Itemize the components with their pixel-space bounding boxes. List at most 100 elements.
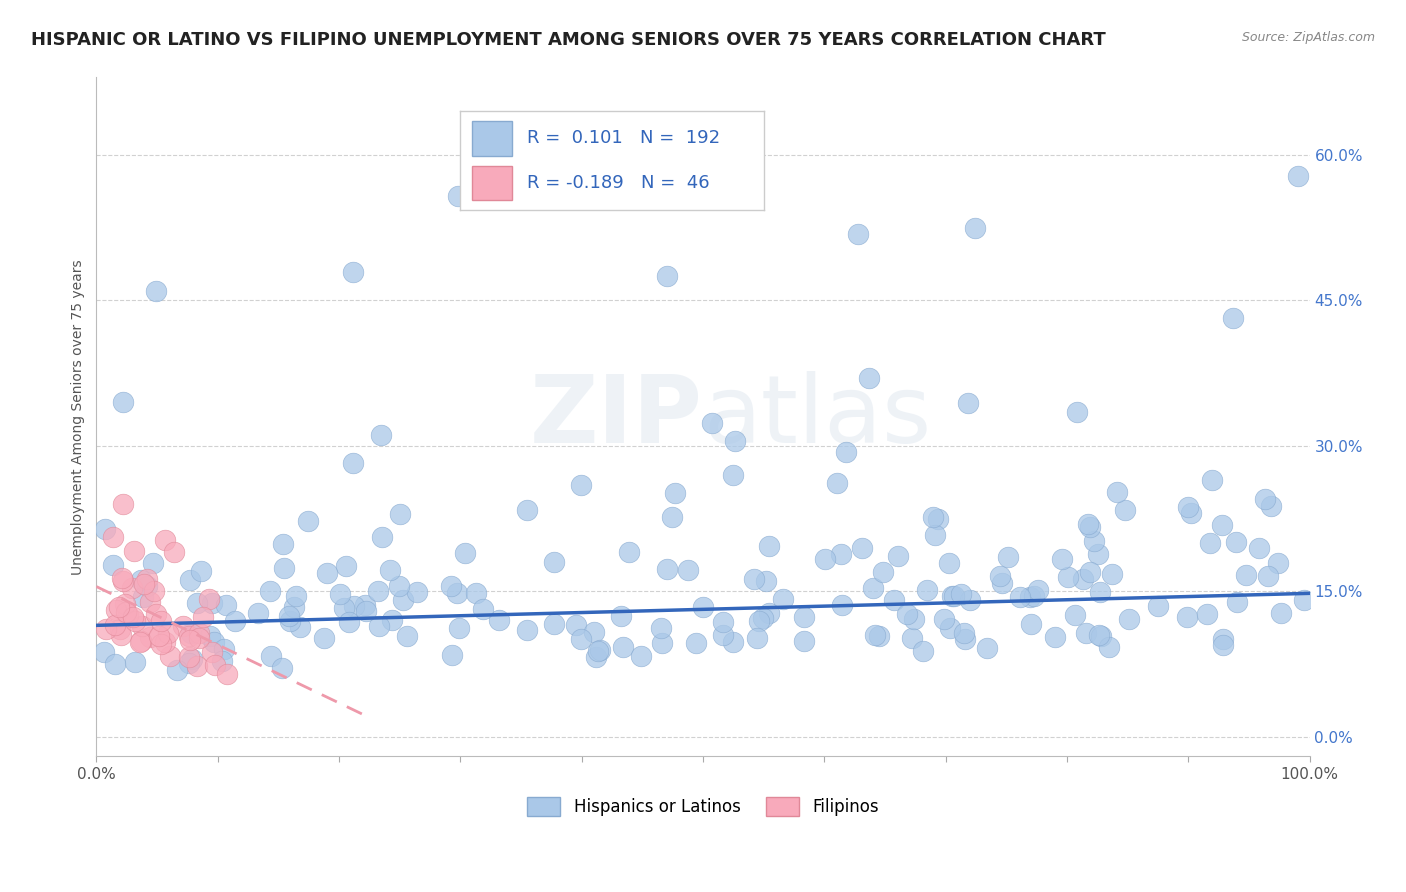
Point (198, 591, 221, 606)
Point (724, 434, 747, 448)
Point (111, 571, 134, 585)
Point (742, 572, 765, 586)
Point (136, 579, 159, 593)
Point (201, 645, 224, 659)
Point (1180, 506, 1202, 520)
Point (887, 549, 910, 563)
Point (335, 558, 357, 573)
Point (297, 514, 319, 528)
Point (129, 633, 152, 648)
Point (187, 632, 209, 646)
Point (664, 485, 686, 500)
Point (217, 667, 239, 681)
Point (148, 629, 170, 643)
Text: ZIP: ZIP (530, 371, 703, 463)
Point (612, 640, 634, 654)
Point (1105, 485, 1128, 500)
Point (752, 611, 775, 625)
Point (883, 592, 905, 607)
Point (179, 650, 201, 665)
Point (950, 586, 973, 600)
Point (1270, 607, 1292, 621)
Point (104, 603, 127, 617)
Point (650, 621, 672, 635)
Point (143, 583, 166, 598)
Point (139, 630, 162, 644)
Point (155, 635, 177, 649)
Point (927, 512, 949, 526)
Point (758, 540, 780, 554)
Point (921, 509, 943, 524)
Point (851, 541, 873, 556)
Point (755, 574, 778, 589)
Point (565, 617, 588, 632)
Point (543, 616, 565, 631)
Point (121, 610, 143, 624)
Point (938, 557, 960, 571)
Point (93, 645, 115, 659)
Point (186, 658, 208, 673)
Point (1199, 535, 1222, 549)
Point (1292, 593, 1315, 607)
Point (569, 632, 592, 646)
Point (516, 502, 538, 516)
Point (440, 579, 463, 593)
Point (198, 629, 221, 643)
Point (389, 507, 412, 521)
Point (129, 573, 152, 587)
Point (136, 572, 159, 586)
Point (131, 618, 153, 632)
Point (585, 649, 607, 664)
Point (145, 284, 167, 298)
Point (446, 586, 468, 600)
Point (1222, 311, 1244, 326)
Point (903, 612, 925, 626)
Point (1225, 534, 1247, 549)
Point (259, 583, 281, 598)
Point (1078, 565, 1101, 579)
Point (1267, 556, 1289, 570)
Point (661, 509, 683, 524)
Point (901, 632, 924, 646)
Point (112, 497, 135, 511)
Point (396, 629, 419, 643)
Point (332, 601, 354, 615)
Point (988, 569, 1011, 583)
Point (1146, 599, 1168, 613)
Point (124, 655, 146, 669)
Point (814, 552, 837, 566)
Point (224, 614, 246, 628)
Point (1201, 473, 1223, 487)
Point (1118, 612, 1140, 626)
Point (1066, 405, 1088, 419)
Point (277, 608, 299, 623)
Point (186, 596, 208, 610)
Point (943, 590, 966, 604)
Point (101, 531, 124, 545)
Point (156, 625, 179, 640)
Point (711, 628, 734, 642)
Point (111, 574, 134, 588)
Point (112, 395, 135, 409)
Point (846, 227, 869, 242)
Point (132, 577, 155, 591)
Point (273, 561, 295, 575)
Point (1076, 626, 1098, 640)
Point (145, 607, 167, 621)
Point (104, 618, 127, 632)
Point (1234, 567, 1257, 582)
Point (464, 586, 486, 600)
Point (1226, 595, 1249, 609)
Point (472, 602, 495, 616)
Point (179, 629, 201, 643)
Point (711, 615, 734, 629)
Point (655, 269, 678, 284)
Point (543, 555, 565, 569)
Point (758, 606, 780, 620)
Point (868, 629, 890, 643)
Point (872, 565, 894, 579)
Point (1083, 534, 1105, 549)
Point (748, 614, 770, 628)
Point (108, 623, 131, 637)
Point (150, 614, 173, 628)
